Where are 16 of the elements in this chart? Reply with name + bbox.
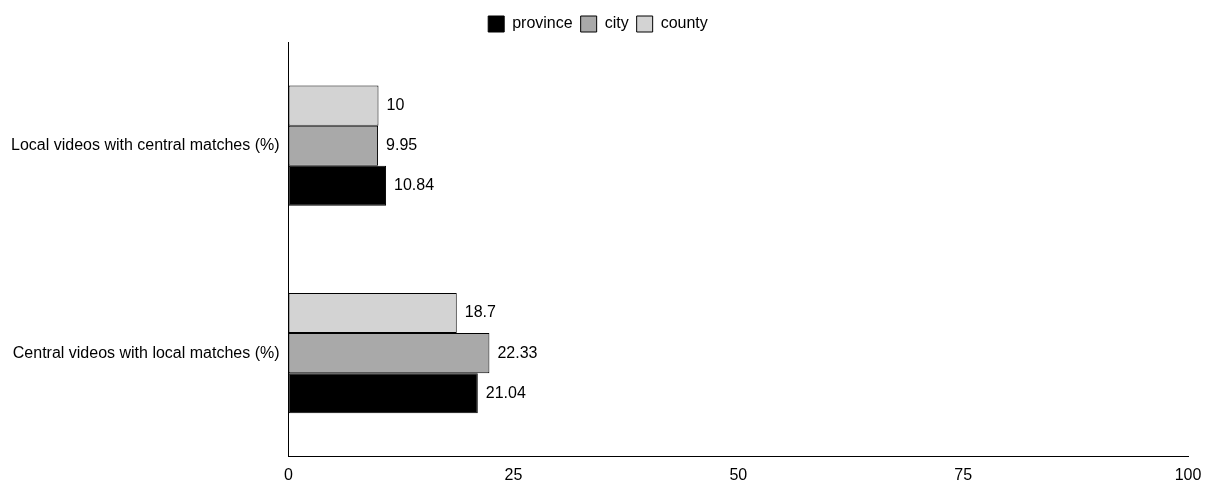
data-label: 18.7 (464, 303, 496, 321)
legend-label: province (512, 14, 573, 32)
x-tick-label: 50 (729, 465, 748, 483)
data-label: 9.95 (386, 136, 418, 154)
y-tick-label: Central videos with local matches (%) (12, 343, 280, 361)
x-tick-label: 25 (504, 465, 523, 483)
data-label: 22.33 (497, 343, 538, 361)
x-tick-label: 100 (1174, 465, 1202, 483)
x-tick-label: 0 (284, 465, 294, 483)
data-label: 21.04 (485, 383, 526, 401)
x-tick-label: 75 (954, 465, 973, 483)
legend-label: city (604, 14, 629, 32)
legend-label: county (660, 14, 708, 32)
data-label: 10 (386, 96, 405, 114)
y-tick-label: Local videos with central matches (%) (10, 136, 280, 154)
data-label: 10.84 (394, 176, 435, 194)
